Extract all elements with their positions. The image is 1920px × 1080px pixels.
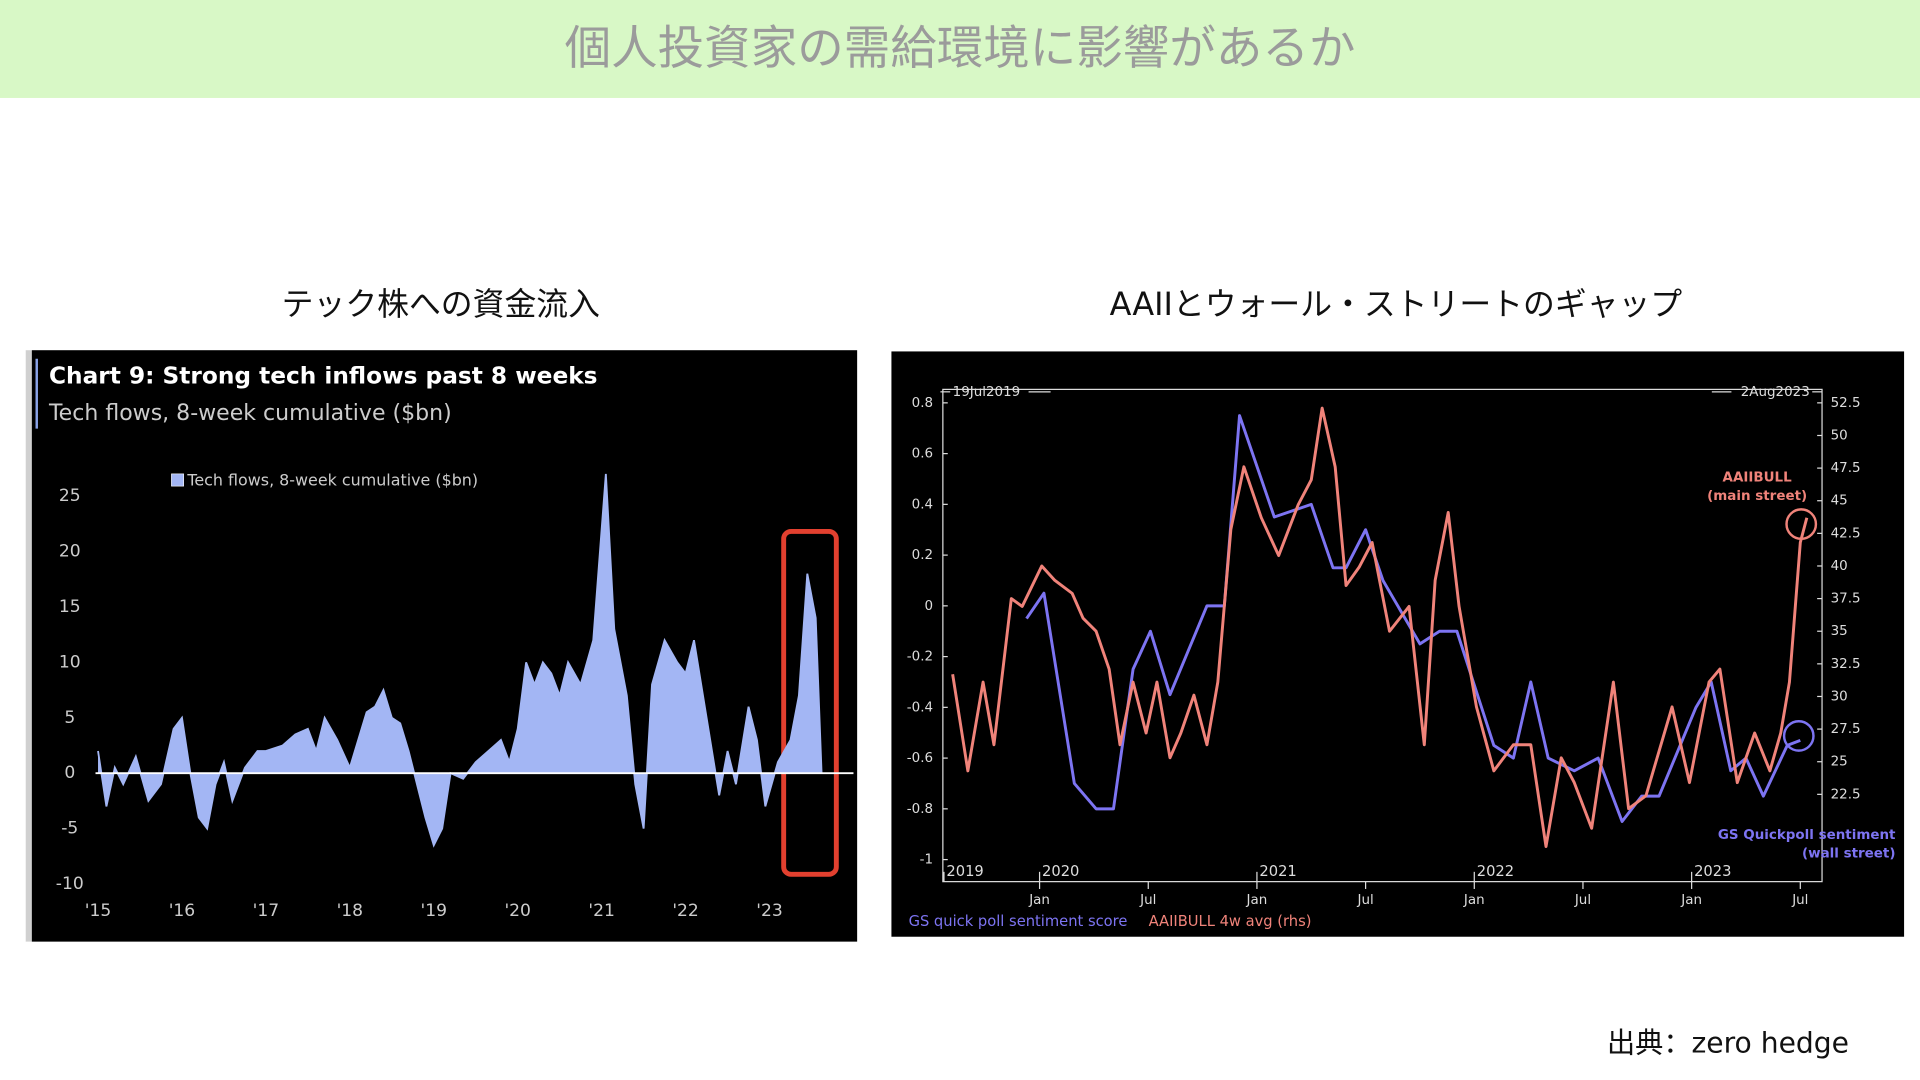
highlight-box (781, 528, 839, 877)
annotation: GS Quickpoll sentiment (1718, 828, 1896, 843)
section-title: AAIIとウォール・ストリートのギャップ (1110, 285, 1683, 323)
y-tick-label: 10 (59, 652, 81, 672)
x-tick-label: '23 (756, 901, 783, 921)
y-tick-label: 0.6 (912, 447, 933, 462)
x-tick-label: '16 (169, 901, 196, 921)
area-line (97, 473, 823, 848)
x-tick-label: '17 (253, 901, 280, 921)
y2-tick-label: 50 (1831, 428, 1848, 443)
y2-tick-label: 22.5 (1831, 787, 1861, 802)
x-tick-label: Jan (1463, 893, 1485, 908)
y2-tick-label: 25 (1831, 755, 1848, 770)
y-tick-label: 0.4 (912, 497, 933, 512)
y2-tick-label: 27.5 (1831, 722, 1861, 737)
legend-label: GS quick poll sentiment score (909, 913, 1128, 930)
x-tick-label: '18 (337, 901, 364, 921)
x-tick-label: '22 (672, 901, 699, 921)
x-tick-label: Jan (1028, 893, 1050, 908)
y-tick-label: -0.4 (907, 700, 933, 715)
legend-label: AAIIBULL 4w avg (rhs) (1149, 913, 1312, 930)
y-tick-label: -0.2 (907, 650, 933, 665)
annotation: (wall street) (1802, 846, 1895, 861)
x-tick-label: Jan (1680, 893, 1702, 908)
x-tick-label: '20 (504, 901, 531, 921)
year-label: 2022 (1477, 863, 1514, 880)
series-line (1025, 414, 1801, 824)
y2-tick-label: 35 (1831, 624, 1848, 639)
y-tick-label: -0.8 (907, 802, 933, 817)
y2-tick-label: 47.5 (1831, 461, 1861, 476)
series-line (951, 406, 1809, 849)
chart-panel (891, 351, 1905, 937)
y-tick-label: -10 (56, 874, 84, 894)
x-tick-label: Jul (1791, 893, 1808, 908)
y-tick-label: 0.2 (912, 548, 933, 563)
y2-tick-label: 37.5 (1831, 592, 1861, 607)
x-tick-label: Jul (1356, 893, 1373, 908)
x-tick-label: Jan (1246, 893, 1268, 908)
plot-frame (942, 388, 1823, 883)
year-label: 2023 (1694, 863, 1731, 880)
y2-tick-label: 32.5 (1831, 657, 1861, 672)
y-tick-label: 0 (924, 599, 933, 614)
year-label: 2021 (1259, 863, 1296, 880)
y-tick-label: -5 (61, 819, 78, 839)
date-label: 19Jul2019 (953, 385, 1021, 400)
legend-label: Tech flows, 8-week cumulative ($bn) (186, 471, 478, 490)
annotation: (main street) (1707, 489, 1807, 504)
chart-title: Chart 9: Strong tech inflows past 8 week… (49, 363, 598, 390)
year-label: 2019 (946, 863, 983, 880)
x-tick-label: Jul (1574, 893, 1591, 908)
annotation: AAIIBULL (1723, 471, 1793, 486)
y2-tick-label: 52.5 (1831, 396, 1861, 411)
year-label: 2020 (1042, 863, 1079, 880)
x-tick-label: '21 (588, 901, 615, 921)
chart-panel (31, 350, 858, 942)
header-band (0, 0, 1920, 98)
y2-tick-label: 45 (1831, 494, 1848, 509)
highlight-circle (1782, 720, 1815, 752)
section-title: テック株への資金流入 (282, 285, 600, 323)
slide-title: 個人投資家の需給環境に影響があるか (565, 21, 1356, 75)
frame-edge (25, 350, 32, 942)
legend-swatch (171, 473, 184, 487)
source-note: 出典：zero hedge (1607, 1026, 1849, 1059)
y-tick-label: -1 (920, 853, 933, 868)
y-tick-label: -0.6 (907, 751, 933, 766)
area-fill (98, 473, 822, 846)
y2-tick-label: 40 (1831, 559, 1848, 574)
y-tick-label: 5 (64, 708, 75, 728)
y-tick-label: 0.8 (912, 396, 933, 411)
y2-tick-label: 30 (1831, 689, 1848, 704)
y-tick-label: 25 (59, 486, 81, 506)
y-tick-label: 0 (64, 763, 75, 783)
chart-subtitle: Tech flows, 8-week cumulative ($bn) (48, 401, 452, 426)
y2-tick-label: 42.5 (1831, 526, 1861, 541)
x-tick-label: Jul (1139, 893, 1156, 908)
y-tick-label: 20 (59, 542, 81, 562)
x-tick-label: '19 (421, 901, 448, 921)
date-label: 2Aug2023 (1741, 385, 1810, 400)
y-tick-label: 15 (59, 597, 81, 617)
x-tick-label: '15 (85, 901, 112, 921)
